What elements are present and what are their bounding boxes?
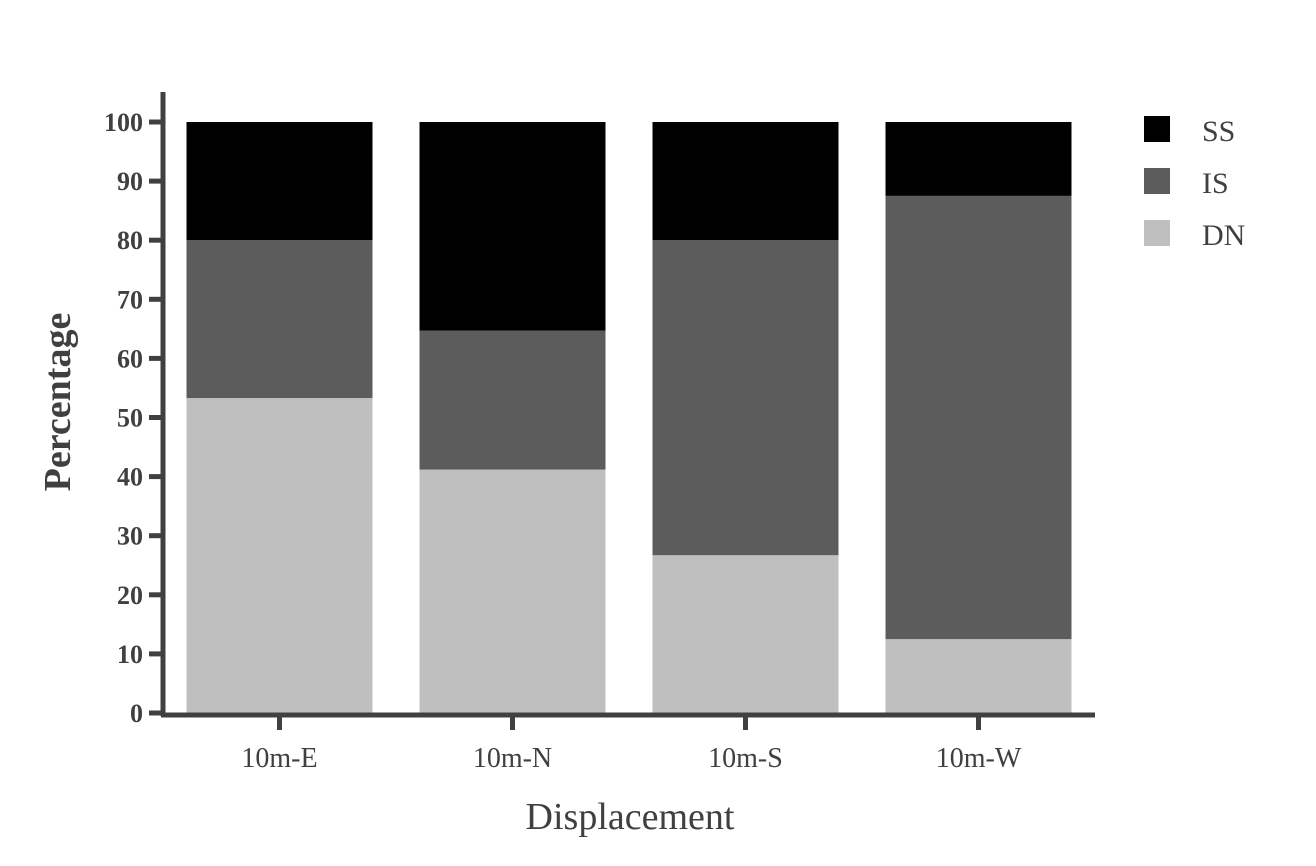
- bar-ss-10m-s: [652, 122, 839, 241]
- bar-is-10m-s: [652, 240, 839, 556]
- y-tick-label: 80: [117, 226, 143, 255]
- bar-is-10m-e: [186, 240, 373, 398]
- legend-label-is: IS: [1202, 167, 1229, 200]
- x-tick-label: 10m-E: [241, 743, 317, 774]
- legend-label-dn: DN: [1202, 219, 1245, 252]
- legend-label-ss: SS: [1202, 115, 1235, 148]
- legend: SS IS DN: [1144, 115, 1245, 252]
- axes-layer: [160, 92, 1095, 718]
- x-tick-label: 10m-S: [708, 743, 783, 774]
- y-tick-label: 10: [117, 640, 143, 669]
- y-tick-label: 40: [117, 463, 143, 492]
- x-tick-label: 10m-N: [473, 743, 552, 774]
- bars-layer: [186, 122, 1072, 713]
- y-axis-title: Percentage: [37, 313, 79, 492]
- x-axis-title: Displacement: [526, 796, 735, 838]
- bar-ss-10m-e: [186, 122, 373, 241]
- x-tick-label: 10m-W: [936, 743, 1022, 774]
- bar-is-10m-w: [885, 195, 1072, 640]
- bar-dn-10m-e: [186, 397, 373, 713]
- x-ticks: 10m-E 10m-N 10m-S 10m-W: [241, 715, 1022, 774]
- legend-swatch-ss: [1144, 116, 1170, 142]
- y-tick-label: 90: [117, 167, 143, 196]
- bar-dn-10m-n: [419, 469, 606, 713]
- y-tick-label: 30: [117, 522, 143, 551]
- bar-is-10m-n: [419, 330, 606, 470]
- y-tick-label: 100: [104, 108, 143, 137]
- bar-dn-10m-s: [652, 555, 839, 713]
- bar-ss-10m-n: [419, 122, 606, 331]
- y-tick-label: 50: [117, 404, 143, 433]
- y-tick-label: 20: [117, 581, 143, 610]
- y-tick-label: 60: [117, 344, 143, 373]
- legend-swatch-dn: [1144, 220, 1170, 246]
- y-ticks: 0 10 20 30 40 50 60 70 80 90 100: [104, 108, 163, 728]
- y-tick-label: 70: [117, 285, 143, 314]
- bar-ss-10m-w: [885, 122, 1072, 196]
- y-tick-label: 0: [130, 699, 143, 728]
- bar-dn-10m-w: [885, 639, 1072, 713]
- legend-swatch-is: [1144, 168, 1170, 194]
